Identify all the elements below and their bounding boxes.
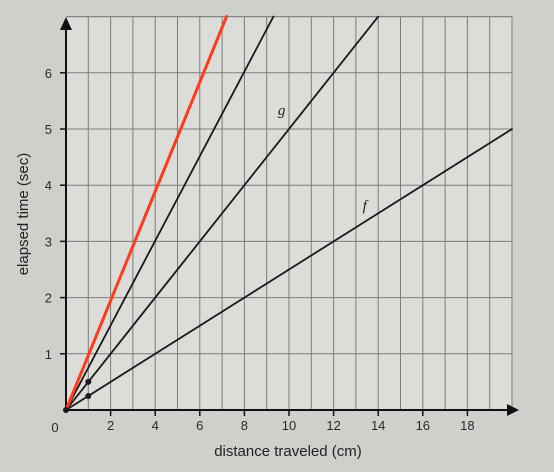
axes xyxy=(60,17,519,416)
x-axis-arrow xyxy=(507,404,519,416)
x-tick-label: 14 xyxy=(371,418,385,433)
data-point xyxy=(85,392,92,399)
y-tick-label: 6 xyxy=(45,66,52,81)
x-tick-label: 10 xyxy=(282,418,296,433)
y-axis-title: elapsed time (sec) xyxy=(15,153,32,276)
x-tick-label: 2 xyxy=(107,418,114,433)
x-tick-label: 8 xyxy=(241,418,248,433)
y-tick-label: 3 xyxy=(45,234,52,249)
x-tick-label: 6 xyxy=(196,418,203,433)
series xyxy=(63,15,513,413)
series-label-f: f xyxy=(363,198,369,214)
x-tick-label: 12 xyxy=(326,418,340,433)
origin-point xyxy=(63,407,69,413)
data-point xyxy=(85,378,92,385)
series-label-g: g xyxy=(278,103,286,119)
y-tick-label: 5 xyxy=(45,122,52,137)
series-line-red xyxy=(64,15,229,412)
grid xyxy=(66,16,513,410)
y-tick-label: 2 xyxy=(45,291,52,306)
x-tick-label: 4 xyxy=(152,418,159,433)
y-tick-label: 1 xyxy=(45,347,52,362)
x-tick-label: 18 xyxy=(460,418,474,433)
x-tick-label: 16 xyxy=(416,418,430,433)
y-axis-arrow xyxy=(60,17,72,30)
y-tick-label: 4 xyxy=(45,178,52,193)
series-line-3 xyxy=(65,15,275,411)
x-axis-title: distance traveled (cm) xyxy=(214,443,362,460)
origin-label: 0 xyxy=(51,420,58,435)
